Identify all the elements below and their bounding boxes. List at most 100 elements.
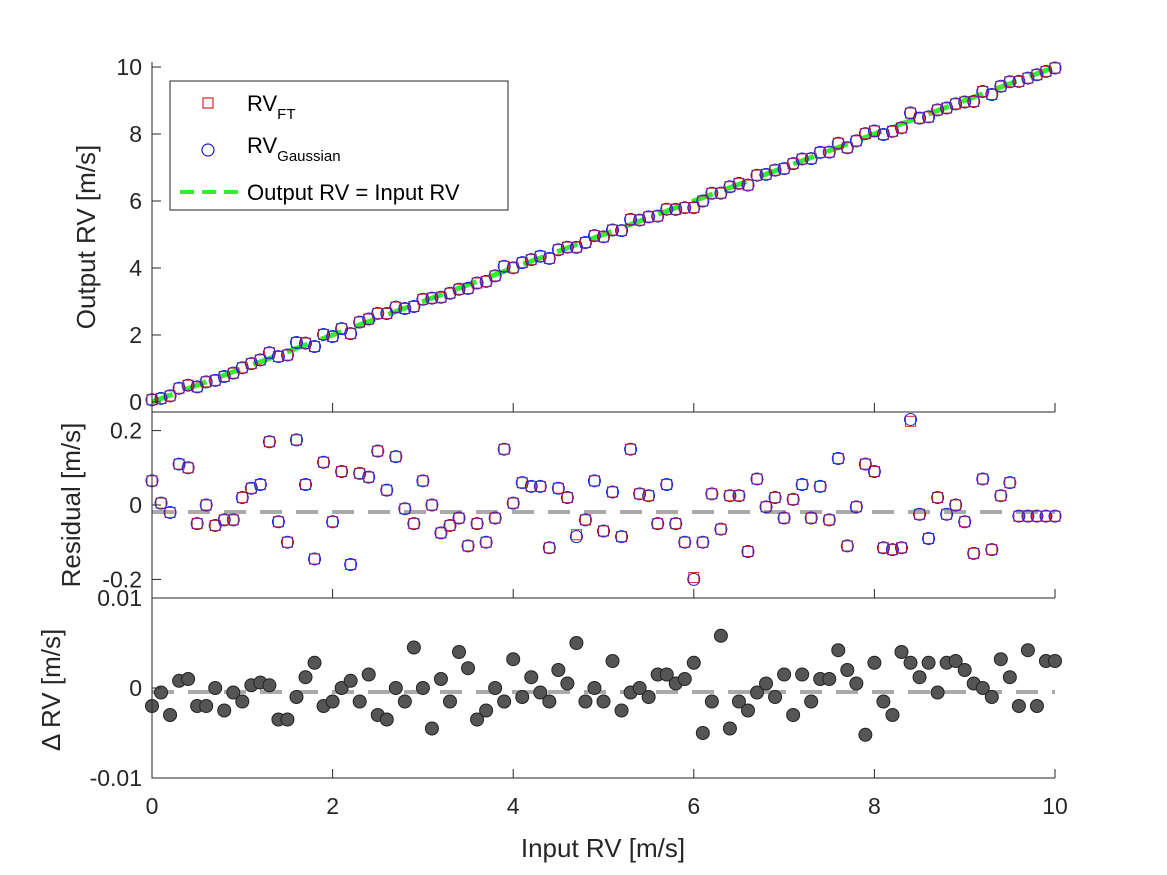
legend-marker-gaussian xyxy=(201,143,215,157)
residual-point-ft xyxy=(859,458,871,470)
residual-point-gaussian xyxy=(317,455,331,469)
delta-point xyxy=(551,663,566,677)
top-point-gaussian xyxy=(497,259,511,273)
top-point-ft xyxy=(327,330,339,342)
residual-point-gaussian xyxy=(651,517,665,531)
residual-point-ft xyxy=(588,475,600,487)
residual-point-ft xyxy=(281,536,293,548)
delta-point xyxy=(569,636,584,650)
top-point-ft xyxy=(272,351,284,363)
residual-point-ft xyxy=(895,542,907,554)
legend-marker-ft xyxy=(202,97,214,109)
delta-point xyxy=(497,694,512,709)
top-point-gaussian xyxy=(606,223,620,237)
residual-point-ft xyxy=(399,503,411,515)
top-point-gaussian xyxy=(633,213,647,227)
top-point-ft xyxy=(679,202,691,214)
delta-point xyxy=(867,655,882,670)
top-point-gaussian xyxy=(533,249,547,263)
residual-point-gaussian xyxy=(885,543,899,557)
delta-point xyxy=(334,681,349,695)
top-point-ft xyxy=(1022,72,1034,84)
middle-points xyxy=(145,412,1062,586)
delta-point xyxy=(343,673,358,688)
residual-point-ft xyxy=(643,490,655,502)
delta-point xyxy=(1029,699,1044,713)
residual-point-gaussian xyxy=(768,491,782,505)
residual-point-gaussian xyxy=(858,457,872,471)
top-point-gaussian xyxy=(705,186,719,200)
residual-point-gaussian xyxy=(696,535,710,549)
top-point-ft xyxy=(868,125,880,137)
residual-point-gaussian xyxy=(425,498,439,512)
delta-point xyxy=(154,685,169,700)
top-point-gaussian xyxy=(488,269,502,283)
residual-point-gaussian xyxy=(344,558,358,572)
delta-point xyxy=(722,721,737,736)
delta-point xyxy=(352,694,367,709)
residual-point-gaussian xyxy=(949,498,963,512)
top-point-ft xyxy=(1013,75,1025,87)
residual-point-gaussian xyxy=(154,496,168,510)
residual-point-gaussian xyxy=(578,513,592,527)
middle-y-axis-title: Residual [m/s] xyxy=(56,423,86,588)
bottom-y-axis-title: Δ RV [m/s] xyxy=(36,629,66,751)
top-point-ft xyxy=(715,187,727,199)
residual-point-ft xyxy=(932,492,944,504)
top-point-ft xyxy=(742,179,754,191)
delta-point xyxy=(768,690,783,704)
delta-point xyxy=(217,703,232,718)
residual-point-gaussian xyxy=(958,515,972,529)
top-point-ft xyxy=(697,195,709,207)
residual-point-ft xyxy=(1031,510,1043,522)
top-point-gaussian xyxy=(560,240,574,254)
delta-point xyxy=(858,727,873,742)
residual-point-gaussian xyxy=(822,513,836,527)
top-point-gaussian xyxy=(642,210,656,224)
top-point-gaussian xyxy=(425,291,439,305)
residual-point-ft xyxy=(200,499,212,511)
residual-point-gaussian xyxy=(560,491,574,505)
top-point-ft xyxy=(959,96,971,108)
delta-point xyxy=(289,690,304,704)
top-point-gaussian xyxy=(958,95,972,109)
residual-point-ft xyxy=(607,486,619,498)
top-point-gaussian xyxy=(660,202,674,216)
top-point-ft xyxy=(588,230,600,242)
top-point-ft xyxy=(859,128,871,140)
residual-point-gaussian xyxy=(759,500,773,514)
top-point-ft xyxy=(480,275,492,287)
residual-point-ft xyxy=(841,540,853,552)
residual-point-gaussian xyxy=(199,498,213,512)
top-point-ft xyxy=(1031,69,1043,81)
delta-point xyxy=(307,655,322,670)
residual-point-gaussian xyxy=(867,465,881,479)
residual-point-gaussian xyxy=(795,478,809,492)
residual-point-ft xyxy=(272,516,284,528)
residual-point-ft xyxy=(227,514,239,526)
residual-point-ft xyxy=(814,480,826,492)
delta-point xyxy=(262,678,277,693)
top-point-gaussian xyxy=(452,282,466,296)
top-point-gaussian xyxy=(1048,61,1062,75)
residual-point-ft xyxy=(697,536,709,548)
top-point-gaussian xyxy=(1012,74,1026,88)
residual-point-ft xyxy=(327,516,339,528)
residual-point-gaussian xyxy=(434,526,448,540)
residual-point-gaussian xyxy=(741,545,755,558)
top-point-gaussian xyxy=(858,127,872,141)
delta-point xyxy=(578,694,593,709)
y-tick-label: 0 xyxy=(129,389,142,415)
residual-point-gaussian xyxy=(226,513,240,527)
y-tick-label: 10 xyxy=(116,54,142,80)
residual-point-ft xyxy=(914,508,926,520)
top-point-gaussian xyxy=(235,361,249,375)
residual-point-gaussian xyxy=(615,530,629,544)
delta-point xyxy=(840,663,855,677)
residual-point-ft xyxy=(336,466,348,478)
top-point-ft xyxy=(471,277,483,289)
delta-point xyxy=(515,690,530,704)
residual-point-gaussian xyxy=(181,461,195,475)
residual-point-gaussian xyxy=(497,442,511,456)
top-point-ft xyxy=(552,244,564,256)
